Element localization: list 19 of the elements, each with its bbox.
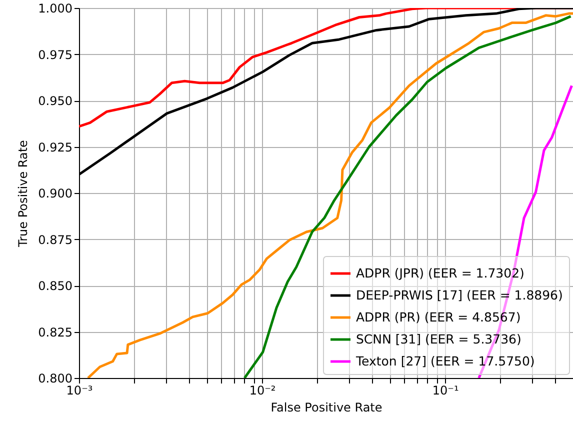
legend-label: DEEP-PRWIS [17] (EER = 1.8896) xyxy=(356,288,563,302)
y-tick-label: 1.000 xyxy=(38,2,72,16)
x-tick-label: 10⁻³ xyxy=(66,384,93,398)
legend-label: Texton [27] (EER = 17.5750) xyxy=(355,354,535,368)
legend-label: ADPR (JPR) (EER = 1.7302) xyxy=(356,266,524,280)
y-tick-label: 0.950 xyxy=(38,94,72,108)
y-axis-title: True Positive Rate xyxy=(16,140,30,248)
y-tick-label: 0.825 xyxy=(38,325,72,340)
legend-label: SCNN [31] (EER = 5.3736) xyxy=(356,332,522,346)
x-tick-label: 10⁻¹ xyxy=(432,384,459,398)
y-tick-label: 0.800 xyxy=(38,372,72,386)
y-tick-label: 0.975 xyxy=(38,48,72,62)
legend-label: ADPR (PR) (EER = 4.8567) xyxy=(356,310,521,324)
x-tick-label: 10⁻² xyxy=(249,384,276,398)
y-tick-label: 0.925 xyxy=(38,140,72,154)
y-tick-label: 0.900 xyxy=(38,186,72,200)
y-tick-label: 0.850 xyxy=(38,279,72,293)
y-tick-label: 0.875 xyxy=(38,232,72,247)
x-axis-title: False Positive Rate xyxy=(270,400,382,414)
